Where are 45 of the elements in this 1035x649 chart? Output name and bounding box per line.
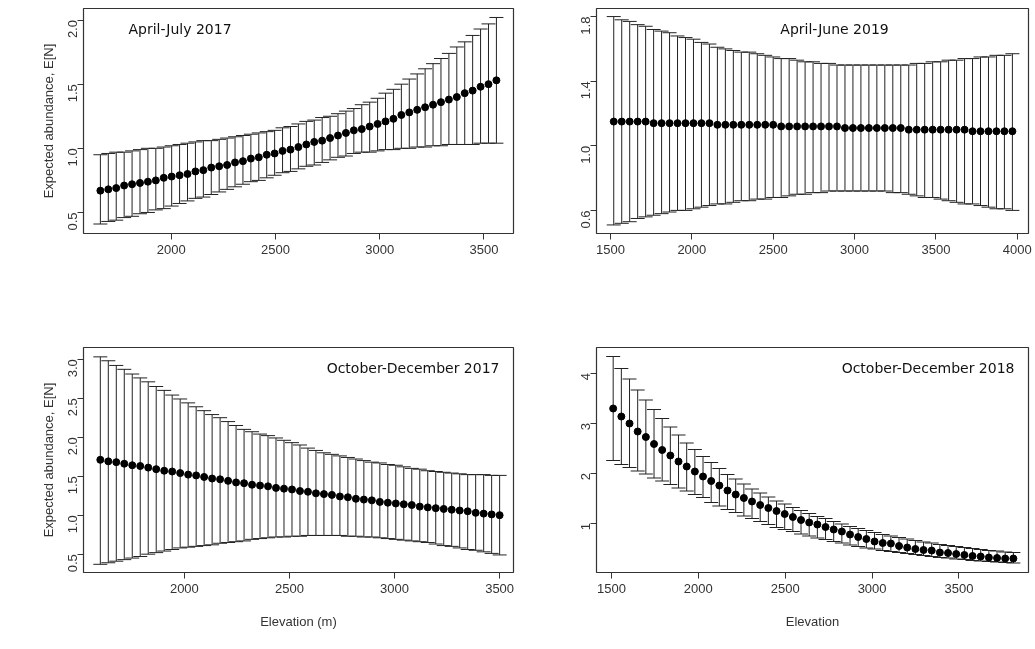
annotation: October-December 2018 [841,359,1015,376]
y-tick-label: 0.5 [65,554,80,573]
x-tick-label: 2000 [677,241,707,257]
x-tick-label: 3500 [944,580,974,596]
y-tick-label: 1.0 [65,515,80,534]
x-tick-label: 4000 [1002,241,1032,257]
y-axis-title: Expected abundance, E[N] [40,382,56,538]
y-tick-label: 3 [578,423,593,431]
x-tick-label: 2500 [758,241,788,257]
y-axis-title: Expected abundance, E[N] [40,43,56,199]
x-axis-title: Elevation [785,613,840,629]
x-tick-label: 2500 [770,580,800,596]
y-tick-label: 1 [578,523,593,531]
x-tick-label: 3500 [485,580,515,596]
x-tick-label: 1500 [596,580,626,596]
x-tick-label: 3500 [921,241,951,257]
y-tick-label: 1.5 [65,476,80,495]
y-tick-label: 4 [578,373,593,381]
annotation: April-July 2017 [128,20,232,37]
y-tick-label: 1.5 [65,84,80,103]
y-tick-label: 0.5 [65,212,80,231]
x-tick-label: 3000 [857,580,887,596]
y-tick-label: 3.0 [65,359,80,378]
x-tick-label: 1500 [596,241,625,257]
y-tick-label: 2.5 [65,398,80,417]
x-tick-label: 3000 [365,241,395,257]
x-tick-label: 3000 [840,241,870,257]
x-axis-title: Elevation (m) [260,613,337,629]
x-tick-label: 2000 [156,241,186,257]
y-tick-label: 1.4 [578,81,593,100]
x-tick-label: 2500 [275,580,304,596]
y-tick-label: 2.0 [65,437,80,456]
x-tick-label: 3500 [469,241,499,257]
x-tick-label: 3000 [380,580,410,596]
x-tick-label: 2000 [683,580,713,596]
x-tick-label: 2000 [169,580,199,596]
y-tick-label: 2 [578,473,593,481]
y-tick-label: 0.6 [578,210,593,229]
x-tick-label: 2500 [261,241,290,257]
y-tick-label: 1.0 [65,148,80,167]
y-tick-label: 1.8 [578,16,593,35]
y-tick-label: 1.0 [578,145,593,164]
annotation: April-June 2019 [780,20,889,37]
y-tick-label: 2.0 [65,20,80,39]
annotation: October-December 2017 [326,359,500,376]
